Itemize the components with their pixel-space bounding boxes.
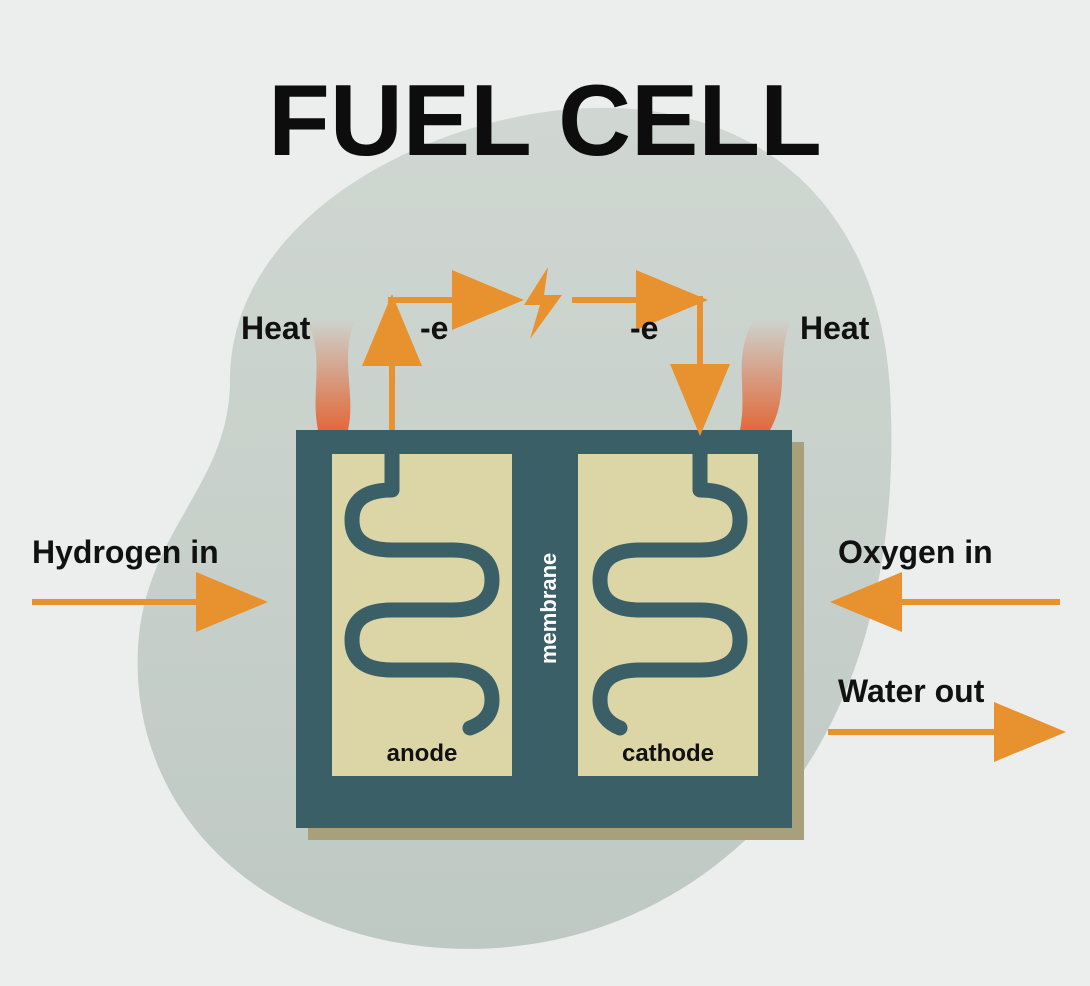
diagram-title: FUEL CELL: [0, 64, 1090, 179]
label-e-right: -e: [630, 310, 658, 347]
label-water-out: Water out: [838, 673, 984, 710]
label-cathode: cathode: [578, 740, 758, 768]
label-heat-right: Heat: [800, 310, 869, 347]
label-heat-left: Heat: [241, 310, 310, 347]
label-membrane: membrane: [536, 553, 562, 664]
label-anode: anode: [332, 740, 512, 768]
label-hydrogen-in: Hydrogen in: [32, 534, 219, 571]
label-e-left: -e: [420, 310, 448, 347]
label-oxygen-in: Oxygen in: [838, 534, 993, 571]
diagram-canvas: FUEL CELL Heat Heat -e -e Hydrogen in Ox…: [0, 0, 1090, 986]
